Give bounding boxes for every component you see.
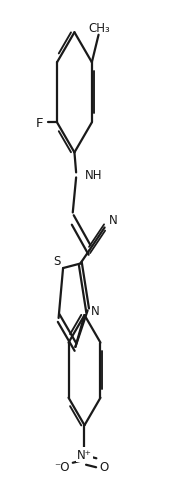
Text: NH: NH	[84, 169, 102, 182]
Text: N: N	[91, 304, 100, 317]
Text: ⁻O: ⁻O	[54, 460, 69, 473]
Text: S: S	[53, 255, 61, 268]
Text: F: F	[36, 117, 44, 130]
Text: N⁺: N⁺	[77, 448, 92, 461]
Text: N: N	[109, 214, 118, 227]
Text: CH₃: CH₃	[89, 22, 110, 35]
Text: O: O	[100, 460, 109, 473]
